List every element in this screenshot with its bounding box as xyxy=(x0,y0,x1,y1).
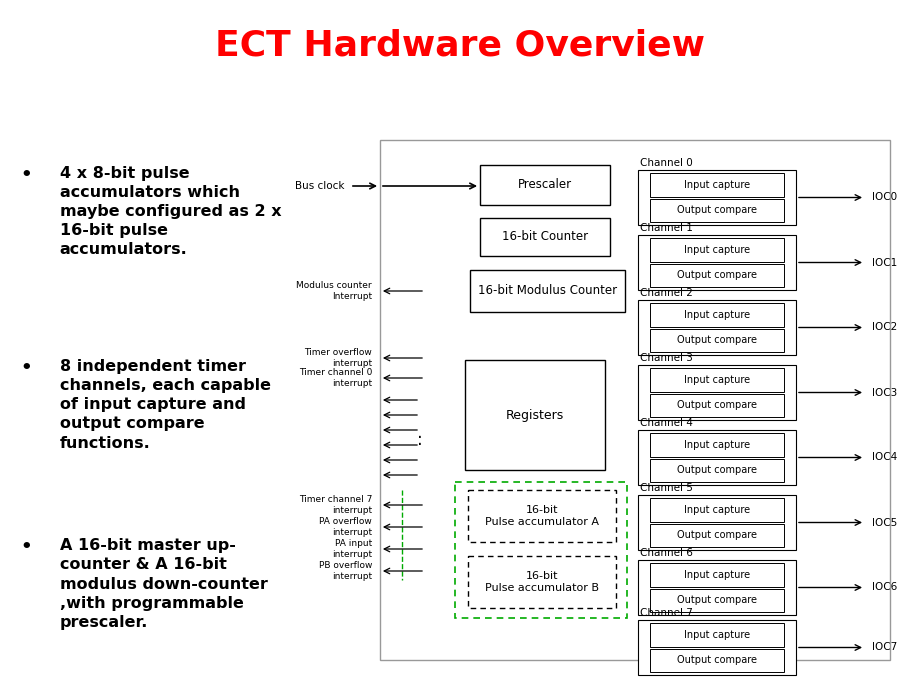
Bar xyxy=(637,365,795,420)
Text: Input capture: Input capture xyxy=(683,310,749,319)
Text: IOC3: IOC3 xyxy=(871,388,896,397)
Bar xyxy=(464,360,605,470)
Bar xyxy=(650,563,783,586)
Bar xyxy=(637,620,795,675)
Bar xyxy=(468,490,616,542)
Bar xyxy=(637,560,795,615)
Text: Registers: Registers xyxy=(505,408,563,422)
Bar xyxy=(480,218,609,256)
Text: Channel 6: Channel 6 xyxy=(640,548,692,558)
Bar xyxy=(380,140,889,660)
Text: 16-bit Counter: 16-bit Counter xyxy=(502,230,587,244)
Text: IOC0: IOC0 xyxy=(871,193,896,202)
Text: •: • xyxy=(20,166,32,184)
Bar xyxy=(637,430,795,485)
Text: Input capture: Input capture xyxy=(683,630,749,640)
Text: Output compare: Output compare xyxy=(676,465,756,475)
Text: Channel 1: Channel 1 xyxy=(640,223,692,233)
Text: Channel 5: Channel 5 xyxy=(640,483,692,493)
Bar xyxy=(455,482,627,618)
Bar xyxy=(650,173,783,197)
Bar xyxy=(650,649,783,672)
Bar xyxy=(637,170,795,225)
Text: •: • xyxy=(20,359,32,377)
Bar xyxy=(650,458,783,482)
Text: Input capture: Input capture xyxy=(683,180,749,190)
Text: Modulus counter
Interrupt: Modulus counter Interrupt xyxy=(296,282,371,301)
Bar xyxy=(637,300,795,355)
Text: Output compare: Output compare xyxy=(676,595,756,605)
Bar xyxy=(637,235,795,290)
Text: •: • xyxy=(20,538,32,556)
Text: Output compare: Output compare xyxy=(676,656,756,665)
Text: PB overflow
interrupt: PB overflow interrupt xyxy=(318,561,371,581)
Text: ECT Hardware Overview: ECT Hardware Overview xyxy=(215,28,704,62)
Bar xyxy=(470,270,624,312)
Text: Channel 0: Channel 0 xyxy=(640,158,692,168)
Bar xyxy=(650,238,783,262)
Text: 16-bit
Pulse accumulator A: 16-bit Pulse accumulator A xyxy=(484,505,598,526)
Text: Output compare: Output compare xyxy=(676,400,756,411)
Bar xyxy=(650,498,783,522)
Bar xyxy=(468,556,616,608)
Text: 8 independent timer
channels, each capable
of input capture and
output compare
f: 8 independent timer channels, each capab… xyxy=(60,359,270,451)
Text: Output compare: Output compare xyxy=(676,335,756,345)
Bar xyxy=(650,264,783,287)
Text: PA overflow
interrupt: PA overflow interrupt xyxy=(319,518,371,537)
Text: IOC7: IOC7 xyxy=(871,642,896,653)
Text: Channel 2: Channel 2 xyxy=(640,288,692,298)
Text: Prescaler: Prescaler xyxy=(517,179,572,192)
Text: Timer overflow
interrupt: Timer overflow interrupt xyxy=(304,348,371,368)
Text: 16-bit Modulus Counter: 16-bit Modulus Counter xyxy=(477,284,617,297)
Text: Input capture: Input capture xyxy=(683,375,749,385)
Text: A 16-bit master up-
counter & A 16-bit
modulus down-counter
,with programmable
p: A 16-bit master up- counter & A 16-bit m… xyxy=(60,538,267,630)
Text: Timer channel 7
interrupt: Timer channel 7 interrupt xyxy=(299,495,371,515)
Bar xyxy=(650,368,783,391)
Text: IOC6: IOC6 xyxy=(871,582,896,593)
Bar xyxy=(650,199,783,222)
Text: Channel 3: Channel 3 xyxy=(640,353,692,363)
Bar xyxy=(650,303,783,326)
Bar xyxy=(650,328,783,352)
Text: Input capture: Input capture xyxy=(683,245,749,255)
Text: Bus clock: Bus clock xyxy=(295,181,345,191)
Text: Input capture: Input capture xyxy=(683,505,749,515)
Text: Input capture: Input capture xyxy=(683,440,749,450)
Text: IOC5: IOC5 xyxy=(871,518,896,527)
Text: 4 x 8-bit pulse
accumulators which
maybe configured as 2 x
16-bit pulse
accumula: 4 x 8-bit pulse accumulators which maybe… xyxy=(60,166,281,257)
Bar xyxy=(637,495,795,550)
Text: PA input
interrupt: PA input interrupt xyxy=(332,540,371,559)
Text: IOC2: IOC2 xyxy=(871,322,896,333)
Text: Channel 7: Channel 7 xyxy=(640,608,692,618)
Text: Output compare: Output compare xyxy=(676,270,756,280)
Bar xyxy=(650,393,783,417)
Text: IOC4: IOC4 xyxy=(871,453,896,462)
Text: 16-bit
Pulse accumulator B: 16-bit Pulse accumulator B xyxy=(484,571,598,593)
Text: Timer channel 0
interrupt: Timer channel 0 interrupt xyxy=(299,368,371,388)
Text: IOC1: IOC1 xyxy=(871,257,896,268)
Text: Output compare: Output compare xyxy=(676,530,756,540)
Bar xyxy=(650,524,783,547)
Text: Output compare: Output compare xyxy=(676,205,756,215)
Text: Input capture: Input capture xyxy=(683,570,749,580)
Bar xyxy=(650,433,783,457)
Text: Channel 4: Channel 4 xyxy=(640,418,692,428)
Bar xyxy=(650,589,783,612)
Bar xyxy=(480,165,609,205)
Bar xyxy=(650,623,783,647)
Text: :: : xyxy=(416,431,423,449)
